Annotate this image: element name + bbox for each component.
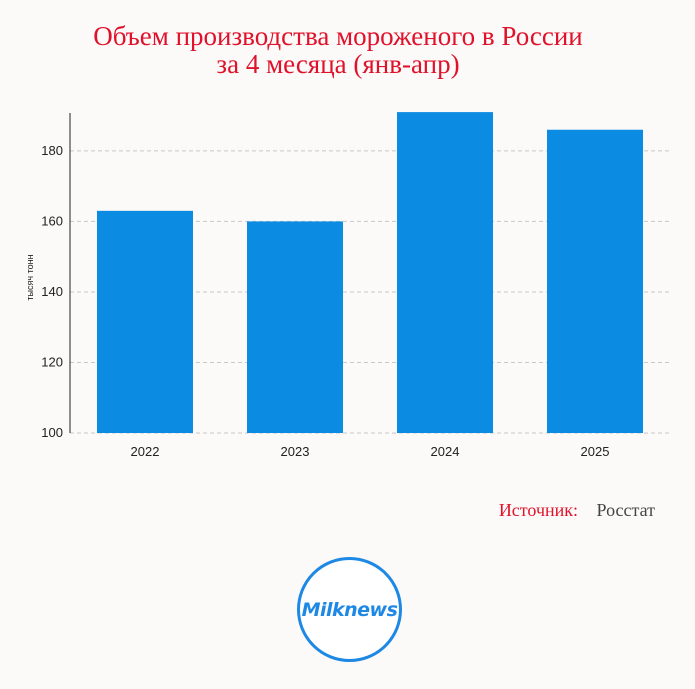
source-label: Источник: <box>498 500 579 520</box>
x-tick-label-2023: 2023 <box>281 444 310 459</box>
bar-chart: 100 120 140 160 180 тысяч тонн 2022 2023 2024 202… <box>25 112 670 459</box>
chart-title: Объем производства мороженого в России з… <box>0 22 676 78</box>
bar-2022 <box>97 210 193 433</box>
chart-title-line-2: за 4 месяца (янв-апр) <box>216 49 460 79</box>
y-tick-label-100: 100 <box>41 425 63 440</box>
x-tick-label-2025: 2025 <box>581 444 610 459</box>
bar-2025 <box>547 129 643 433</box>
x-tick-label-2022: 2022 <box>131 444 160 459</box>
y-tick-label-180: 180 <box>41 143 63 158</box>
source-note: Источник: Росстат <box>499 500 655 521</box>
chart-title-line-1: Объем производства мороженого в России <box>93 21 583 51</box>
y-tick-label-140: 140 <box>41 284 63 299</box>
bar-2024 <box>397 112 493 434</box>
y-axis-title: тысяч тонн <box>25 254 35 300</box>
milknews-logo: Milknews <box>297 557 402 662</box>
x-tick-label-2024: 2024 <box>431 444 460 459</box>
y-tick-label-120: 120 <box>41 354 63 369</box>
source-value: Росстат <box>596 500 655 520</box>
bar-2023 <box>247 221 343 433</box>
logo-text: Milknews <box>301 598 398 621</box>
y-tick-label-160: 160 <box>41 213 63 228</box>
